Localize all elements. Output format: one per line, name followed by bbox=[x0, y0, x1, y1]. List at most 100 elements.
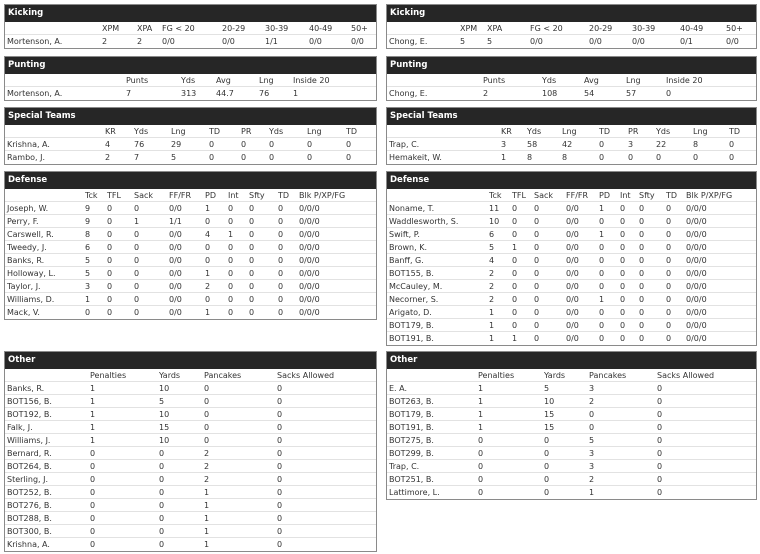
player-row: BOT191, B. 1 1 0 0/0 0 0 0 0 0/0/0 bbox=[387, 332, 756, 345]
stat-cell: 0 bbox=[278, 269, 284, 278]
player-row: Banff, G. 4 0 0 0/0 0 0 0 0 0/0/0 bbox=[387, 254, 756, 267]
column-header: TD bbox=[209, 127, 221, 136]
player-name: Krishna, A. bbox=[7, 540, 50, 549]
stat-cell: 0 bbox=[512, 295, 518, 304]
stat-cell: 1 bbox=[134, 217, 140, 226]
stat-cell: 0 bbox=[620, 204, 626, 213]
player-row: BOT276, B. 0 0 1 0 bbox=[5, 499, 376, 512]
stat-cell: 6 bbox=[85, 243, 91, 252]
stat-cell: 0/0 bbox=[566, 295, 579, 304]
stat-cell: 0 bbox=[90, 462, 96, 471]
player-name: Tweedy, J. bbox=[7, 243, 47, 252]
column-header: 30-39 bbox=[265, 24, 289, 33]
stat-cell: 0/0 bbox=[632, 37, 645, 46]
stat-cell: 0 bbox=[639, 321, 645, 330]
player-row: Mortenson, A. 2 2 0/0 0/0 1/1 0/0 0/0 bbox=[5, 35, 376, 48]
player-name: Bernard, R. bbox=[7, 449, 52, 458]
stat-cell: 2 bbox=[204, 475, 210, 484]
stat-cell: 0 bbox=[228, 308, 234, 317]
stat-cell: 0 bbox=[205, 256, 211, 265]
stat-cell: 0 bbox=[639, 204, 645, 213]
player-name: Banff, G. bbox=[389, 256, 424, 265]
stat-cell: 0 bbox=[346, 153, 352, 162]
stat-cell: 0/0 bbox=[566, 308, 579, 317]
column-header: Inside 20 bbox=[666, 76, 703, 85]
column-header: Lng bbox=[693, 127, 708, 136]
panel-title: Special Teams bbox=[387, 108, 756, 125]
stat-cell: 0 bbox=[639, 256, 645, 265]
stat-cell: 0 bbox=[544, 436, 550, 445]
column-header: FG < 20 bbox=[530, 24, 563, 33]
stat-cell: 5 bbox=[171, 153, 177, 162]
column-header: Yds bbox=[181, 76, 196, 85]
column-header: TD bbox=[729, 127, 741, 136]
column-header: Sack bbox=[134, 191, 154, 200]
stat-cell: 0 bbox=[620, 217, 626, 226]
player-row: Tweedy, J. 6 0 0 0/0 0 0 0 0 0/0/0 bbox=[5, 241, 376, 254]
stat-cell: 0 bbox=[599, 334, 605, 343]
column-header: Lng bbox=[307, 127, 322, 136]
column-header: XPA bbox=[137, 24, 153, 33]
stat-cell: 0 bbox=[657, 475, 663, 484]
stats-panel: Other Penalties Yards Pancakes Sacks Allowed… bbox=[4, 351, 377, 552]
stat-cell: 0 bbox=[134, 295, 140, 304]
stat-cell: 2 bbox=[483, 89, 489, 98]
stat-cell: 0 bbox=[134, 308, 140, 317]
player-name: Hemakeit, W. bbox=[389, 153, 442, 162]
stat-cell: 9 bbox=[85, 204, 91, 213]
stat-cell: 0 bbox=[544, 488, 550, 497]
stat-cell: 0/0 bbox=[566, 282, 579, 291]
stat-cell: 1 bbox=[205, 308, 211, 317]
stat-cell: 0 bbox=[693, 153, 699, 162]
stat-cell: 0/0 bbox=[566, 334, 579, 343]
stat-cell: 0 bbox=[134, 282, 140, 291]
column-header: PD bbox=[205, 191, 216, 200]
column-header: 40-49 bbox=[309, 24, 333, 33]
stat-cell: 0 bbox=[599, 243, 605, 252]
column-header: Lng bbox=[171, 127, 186, 136]
stat-cell: 10 bbox=[159, 410, 170, 419]
stat-cell: 0 bbox=[204, 423, 210, 432]
stat-cell: 0 bbox=[107, 217, 113, 226]
stat-cell: 0/0/0 bbox=[299, 295, 320, 304]
stat-cell: 0/0 bbox=[530, 37, 543, 46]
stat-cell: 0 bbox=[639, 217, 645, 226]
stat-cell: 0 bbox=[534, 230, 540, 239]
column-header: Blk P/XP/FG bbox=[686, 191, 733, 200]
column-header: Yards bbox=[544, 371, 566, 380]
player-name: Arigato, D. bbox=[389, 308, 432, 317]
stat-cell: 0/0 bbox=[169, 282, 182, 291]
panel-title: Kicking bbox=[5, 5, 376, 22]
player-name: Holloway, L. bbox=[7, 269, 56, 278]
stat-cell: 0/0/0 bbox=[686, 321, 707, 330]
column-header: Yards bbox=[159, 371, 181, 380]
header-row: XPM XPA FG < 20 20-29 30-39 40-49 50+ bbox=[5, 22, 376, 35]
stat-cell: 0 bbox=[134, 204, 140, 213]
column-header: 30-39 bbox=[632, 24, 656, 33]
stat-cell: 0 bbox=[512, 321, 518, 330]
stat-cell: 0 bbox=[599, 217, 605, 226]
player-row: Waddlesworth, S. 10 0 0 0/0 0 0 0 0 0/0/0 bbox=[387, 215, 756, 228]
stat-cell: 0/0 bbox=[222, 37, 235, 46]
player-row: BOT263, B. 1 10 2 0 bbox=[387, 395, 756, 408]
stat-cell: 4 bbox=[105, 140, 111, 149]
stat-cell: 108 bbox=[542, 89, 558, 98]
stat-cell: 8 bbox=[85, 230, 91, 239]
stat-cell: 0 bbox=[249, 230, 255, 239]
stat-cell: 1 bbox=[205, 269, 211, 278]
stat-cell: 0/0 bbox=[309, 37, 322, 46]
player-name: Williams, J. bbox=[7, 436, 51, 445]
stat-cell: 0 bbox=[620, 256, 626, 265]
player-row: BOT288, B. 0 0 1 0 bbox=[5, 512, 376, 525]
stat-cell: 0 bbox=[478, 475, 484, 484]
stat-cell: 0 bbox=[90, 449, 96, 458]
player-name: Waddlesworth, S. bbox=[389, 217, 459, 226]
stats-panel: Punting Punts Yds Avg Lng Inside 20 Chong, E. 2… bbox=[386, 56, 757, 101]
stat-cell: 0 bbox=[228, 204, 234, 213]
stat-cell: 0 bbox=[512, 256, 518, 265]
stat-cell: 5 bbox=[159, 397, 165, 406]
stat-cell: 2 bbox=[204, 462, 210, 471]
column-header: Int bbox=[620, 191, 631, 200]
stat-cell: 0 bbox=[205, 217, 211, 226]
stat-cell: 9 bbox=[85, 217, 91, 226]
